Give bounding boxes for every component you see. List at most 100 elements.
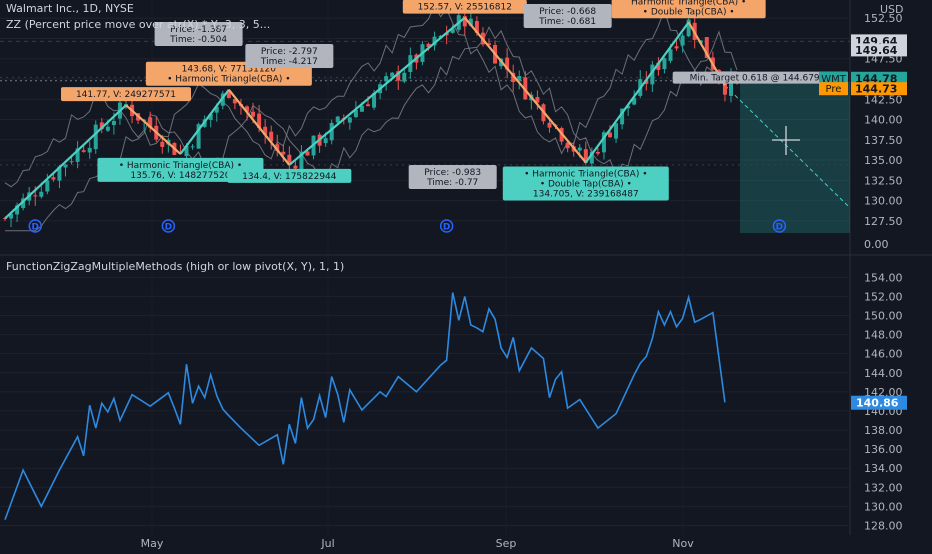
candle-body xyxy=(232,99,237,104)
candle-body xyxy=(487,43,491,45)
price-axis[interactable]: 152.50150.00147.50145.00142.50140.00137.… xyxy=(819,12,907,532)
lower-tick-label: 152.00 xyxy=(864,290,903,303)
candle-body xyxy=(257,113,262,129)
candle-body xyxy=(674,46,679,49)
lower-tick-label: 134.00 xyxy=(864,462,903,475)
candle-body xyxy=(583,149,588,164)
currency-label: USD xyxy=(880,3,904,16)
candle-body xyxy=(9,213,14,219)
dividend-marker[interactable] xyxy=(439,219,454,233)
candle-body xyxy=(33,195,38,197)
price-badge-text: 144.78 xyxy=(855,72,897,85)
candle-body xyxy=(184,145,189,157)
price-tick-label: 142.50 xyxy=(864,93,903,106)
time-tick-label: Nov xyxy=(672,537,694,550)
pivot-label-text: 134.705, V: 239168487 xyxy=(533,189,639,199)
lower-tick-label: 130.00 xyxy=(864,500,903,513)
symbol-title[interactable]: Walmart Inc., 1D, NYSE xyxy=(6,2,134,15)
candle-body xyxy=(190,146,195,148)
candle-body xyxy=(269,131,274,142)
target-label-box xyxy=(672,71,848,84)
lower-tick-label: 144.00 xyxy=(864,367,903,380)
volume-tick-label: 0.00 xyxy=(864,238,889,251)
pivot-label-text: • Harmonic Triangle(CBA) • xyxy=(119,161,242,171)
indicator-title[interactable]: ZZ (Percent price move over atr(X) * Y, … xyxy=(6,18,271,31)
lower-indicator-title[interactable]: FunctionZigZagMultipleMethods (high or l… xyxy=(6,260,345,273)
candle-body xyxy=(148,117,153,128)
dividend-marker[interactable] xyxy=(28,219,42,233)
candle-body xyxy=(220,93,225,106)
candle-body xyxy=(704,37,709,58)
candle-body xyxy=(626,105,631,109)
candle-body xyxy=(3,218,7,220)
dividend-marker-letter: D xyxy=(776,223,783,233)
candle-body xyxy=(45,180,50,192)
candle-body xyxy=(93,124,98,150)
zigzag-segment xyxy=(288,16,466,166)
price-badge-tag-text: Pre xyxy=(826,84,842,95)
pivot-label-box xyxy=(227,168,352,183)
pivot-label-text: 135.76, V: 148277520 xyxy=(130,171,230,181)
lower-last-value-badge xyxy=(851,395,907,410)
candle-body xyxy=(384,76,389,82)
price-tick-label: 130.00 xyxy=(864,195,903,208)
lower-tick-label: 142.00 xyxy=(864,386,903,399)
measure-label-text: Price: -0.983 xyxy=(424,168,481,178)
candle-body xyxy=(396,71,401,81)
candle-body xyxy=(608,132,612,138)
candle-body xyxy=(577,147,582,151)
overlay-layer xyxy=(0,4,851,233)
dividend-marker-letter: D xyxy=(32,223,39,233)
time-tick-label: Sep xyxy=(496,537,517,550)
projection-line xyxy=(724,85,851,209)
candle-body xyxy=(51,177,56,180)
measure-label-text: Price: -1.387 xyxy=(170,25,227,35)
candle-body xyxy=(680,35,685,46)
candle-body xyxy=(245,106,249,112)
candle-body xyxy=(81,150,86,152)
dividend-marker[interactable] xyxy=(772,219,787,233)
candle-body xyxy=(511,72,516,83)
pivot-label-box xyxy=(402,0,527,14)
candle-body xyxy=(589,151,594,164)
candle-body xyxy=(474,20,479,33)
dividend-marker[interactable] xyxy=(161,219,176,233)
lower-indicator-layer xyxy=(4,292,726,520)
candle-body xyxy=(57,166,62,181)
candle-body xyxy=(299,151,304,171)
candle-body xyxy=(686,19,691,37)
zigzag-segment xyxy=(227,89,291,166)
price-tick-label: 127.50 xyxy=(864,215,903,228)
time-tick-label: Jul xyxy=(320,537,334,550)
candle-body xyxy=(305,151,310,156)
lower-tick-label: 138.00 xyxy=(864,424,903,437)
candle-body xyxy=(366,104,370,107)
pivot-label-text: 152.57, V: 25516812 xyxy=(418,3,512,13)
zigzag-segment xyxy=(179,89,230,155)
measure-label-box xyxy=(408,165,497,189)
candle-body xyxy=(517,76,522,81)
pivot-label-text: 143.68, V: 77131120 xyxy=(182,65,277,75)
price-tick-label: 137.50 xyxy=(864,134,903,147)
lower-tick-label: 148.00 xyxy=(864,329,903,342)
pivot-label-box xyxy=(61,87,191,102)
candle-body xyxy=(105,126,110,131)
time-axis[interactable]: May Jul Sep Nov xyxy=(141,537,695,550)
price-badge xyxy=(851,71,907,85)
candle-body xyxy=(353,109,358,118)
zigzag-segment xyxy=(463,16,587,164)
candle-body xyxy=(69,161,74,163)
pivot-label-box xyxy=(502,166,669,201)
price-badge xyxy=(851,43,907,57)
candle-body xyxy=(251,111,256,117)
dividend-marker-letter: D xyxy=(443,223,450,233)
pivot-label-text: • Harmonic Triangle(CBA) • xyxy=(167,75,290,85)
pivot-label-text: 134.4, V: 175822944 xyxy=(242,172,337,182)
candle-body xyxy=(614,123,619,139)
candle-body xyxy=(468,18,473,26)
candle-body xyxy=(595,151,600,154)
candle-body xyxy=(432,36,437,46)
candle-body xyxy=(214,106,219,113)
